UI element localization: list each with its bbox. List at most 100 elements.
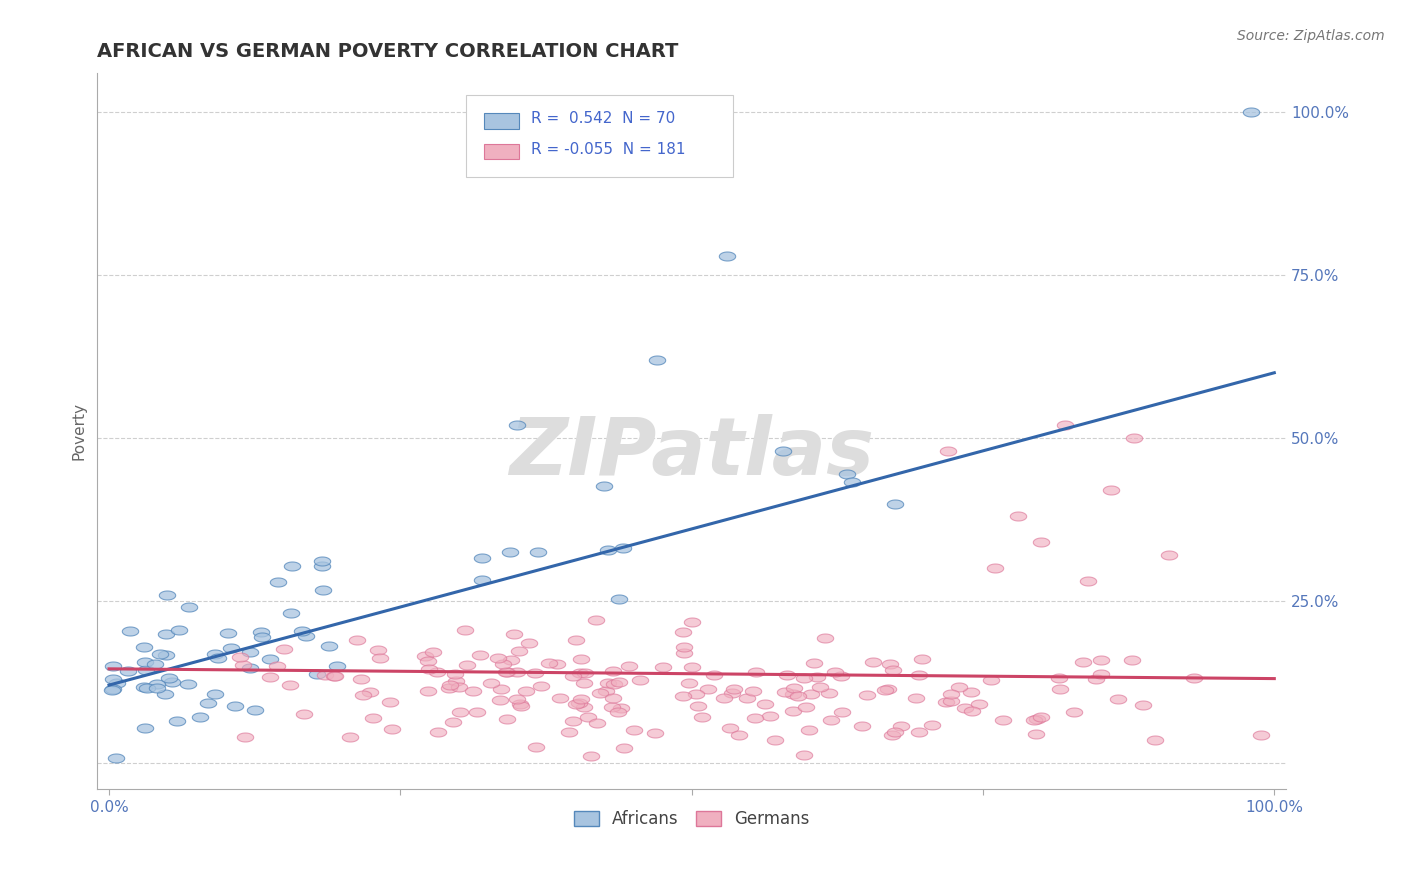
- Point: [967, 697, 990, 711]
- Point: [628, 673, 651, 687]
- Point: [1031, 535, 1053, 549]
- Point: [454, 624, 477, 638]
- Point: [143, 657, 166, 671]
- Point: [101, 683, 124, 698]
- Point: [155, 627, 177, 641]
- Point: [134, 722, 156, 736]
- Point: [690, 710, 713, 724]
- Point: [911, 652, 934, 666]
- Point: [479, 675, 502, 690]
- Point: [204, 647, 226, 661]
- Point: [188, 710, 211, 724]
- Point: [281, 559, 304, 574]
- Point: [786, 689, 808, 703]
- Point: [492, 657, 515, 671]
- Point: [797, 723, 820, 737]
- Point: [576, 710, 599, 724]
- Text: Source: ZipAtlas.com: Source: ZipAtlas.com: [1237, 29, 1385, 44]
- Point: [758, 709, 780, 723]
- Point: [280, 606, 302, 620]
- Point: [278, 678, 301, 692]
- Point: [936, 443, 959, 458]
- Point: [617, 659, 640, 673]
- Point: [486, 651, 509, 665]
- Point: [1159, 548, 1181, 562]
- Point: [772, 443, 794, 458]
- Point: [1250, 728, 1272, 742]
- Point: [103, 682, 125, 697]
- Point: [167, 623, 190, 637]
- Point: [745, 665, 768, 679]
- Point: [644, 726, 666, 740]
- Point: [228, 649, 250, 664]
- Point: [266, 659, 288, 673]
- Point: [803, 656, 825, 670]
- Point: [820, 713, 842, 727]
- Point: [613, 740, 636, 755]
- Point: [1007, 508, 1029, 523]
- Point: [267, 575, 290, 590]
- Point: [851, 718, 873, 732]
- Point: [568, 696, 591, 710]
- Text: AFRICAN VS GERMAN POVERTY CORRELATION CHART: AFRICAN VS GERMAN POVERTY CORRELATION CH…: [97, 42, 679, 61]
- Point: [908, 724, 931, 739]
- Point: [134, 681, 156, 695]
- Point: [569, 691, 592, 706]
- Point: [806, 670, 828, 684]
- Point: [875, 683, 897, 698]
- Point: [367, 643, 389, 657]
- Point: [339, 730, 361, 744]
- Point: [817, 686, 839, 700]
- Point: [456, 657, 478, 672]
- Point: [418, 662, 440, 676]
- Point: [157, 672, 180, 686]
- Point: [883, 725, 905, 739]
- Point: [688, 699, 710, 714]
- Point: [935, 695, 957, 709]
- Point: [449, 705, 471, 719]
- Point: [155, 648, 177, 663]
- Point: [1123, 431, 1146, 445]
- Point: [506, 417, 529, 432]
- Point: [561, 669, 583, 683]
- Point: [546, 657, 568, 671]
- Point: [831, 705, 853, 719]
- Point: [612, 541, 634, 555]
- Point: [249, 625, 271, 640]
- Point: [569, 652, 592, 666]
- Point: [509, 698, 531, 712]
- Text: ZIPatlas: ZIPatlas: [509, 414, 875, 491]
- Point: [239, 661, 262, 675]
- Point: [598, 676, 620, 690]
- Point: [905, 691, 928, 706]
- Point: [672, 689, 695, 703]
- Point: [782, 704, 804, 718]
- Point: [426, 665, 449, 680]
- Point: [953, 701, 976, 715]
- Point: [239, 645, 262, 659]
- Point: [312, 582, 335, 597]
- Point: [754, 697, 776, 711]
- Point: [145, 681, 167, 696]
- Point: [728, 728, 751, 742]
- Point: [416, 654, 439, 668]
- Point: [1090, 653, 1112, 667]
- Point: [470, 648, 492, 663]
- Point: [250, 631, 273, 645]
- Point: [295, 630, 318, 644]
- Point: [794, 700, 817, 714]
- Point: [155, 687, 177, 701]
- Point: [713, 690, 735, 705]
- Point: [134, 655, 156, 669]
- Point: [101, 658, 124, 673]
- Point: [877, 681, 900, 696]
- Point: [921, 717, 943, 731]
- Point: [499, 545, 522, 559]
- Point: [1090, 667, 1112, 681]
- Point: [437, 681, 460, 695]
- Point: [224, 698, 246, 713]
- Point: [352, 688, 374, 702]
- Point: [471, 573, 494, 587]
- Point: [980, 673, 1002, 688]
- Point: [461, 684, 484, 698]
